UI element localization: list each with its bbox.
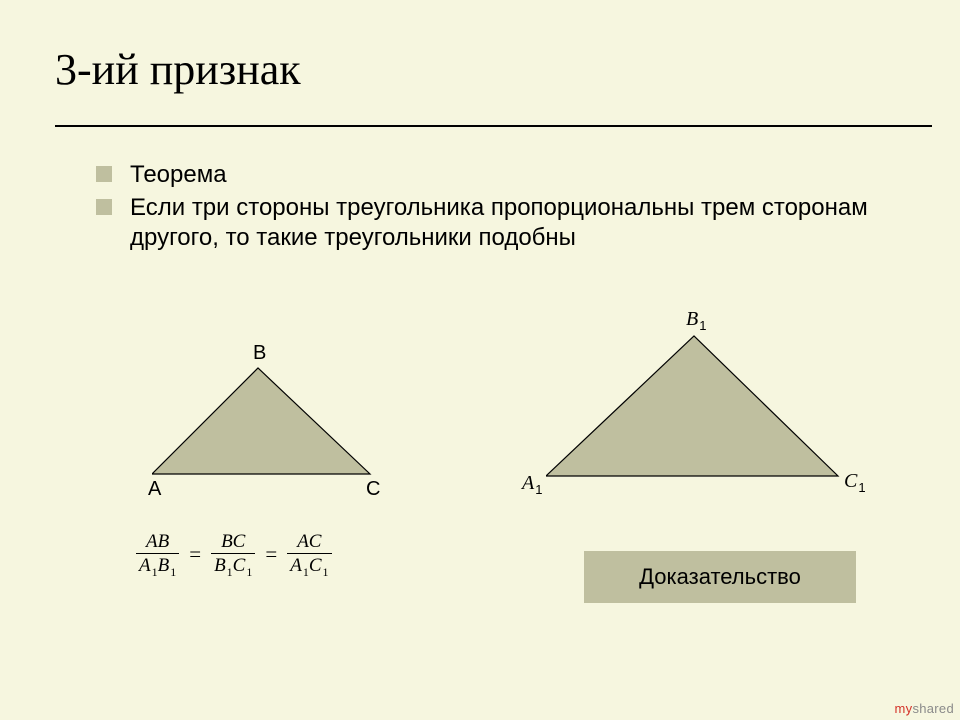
equals-1: = xyxy=(189,542,201,567)
vertex-label-A1: A1 xyxy=(522,472,542,497)
vertex-label-A: А xyxy=(148,478,161,501)
proof-button-label: Доказательство xyxy=(639,564,801,590)
fraction-1: AB A1B1 xyxy=(136,532,179,578)
list-item: Если три стороны треугольника пропорцион… xyxy=(96,193,905,252)
watermark-part1: my xyxy=(895,701,913,716)
watermark-part2: shared xyxy=(912,701,954,716)
triangle-right-shape xyxy=(546,336,838,476)
watermark: myshared xyxy=(895,701,955,716)
slide-title: 3-ий признак xyxy=(55,44,301,95)
list-item: Теорема xyxy=(96,160,905,189)
vertex-label-C: С xyxy=(366,478,380,501)
vertex-label-B1: B1 xyxy=(686,308,706,333)
bullet-text: Теорема xyxy=(130,161,227,188)
triangle-left xyxy=(152,364,374,478)
title-underline xyxy=(55,125,932,127)
fraction-2: BC B1C1 xyxy=(211,532,255,578)
equals-2: = xyxy=(265,542,277,567)
proportion-formula: AB A1B1 = BC B1C1 = AC A1C1 xyxy=(136,532,332,578)
bullet-marker-icon xyxy=(96,166,112,182)
bullet-text: Если три стороны треугольника пропорцион… xyxy=(130,194,868,250)
bullet-marker-icon xyxy=(96,199,112,215)
triangle-left-shape xyxy=(152,368,370,474)
fraction-3: AC A1C1 xyxy=(287,532,331,578)
bullet-list: Теорема Если три стороны треугольника пр… xyxy=(96,160,905,256)
triangle-right xyxy=(546,332,842,480)
slide-container: 3-ий признак Теорема Если три стороны тр… xyxy=(0,0,960,720)
vertex-label-C1: C1 xyxy=(844,470,866,495)
proof-button[interactable]: Доказательство xyxy=(584,551,856,603)
vertex-label-B: В xyxy=(253,342,266,365)
